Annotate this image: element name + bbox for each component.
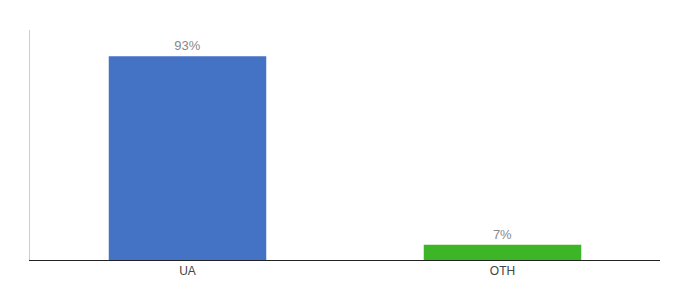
svg-text:93%: 93%: [174, 38, 200, 53]
svg-text:OTH: OTH: [490, 264, 515, 278]
svg-text:7%: 7%: [493, 227, 512, 242]
svg-text:UA: UA: [179, 264, 196, 278]
